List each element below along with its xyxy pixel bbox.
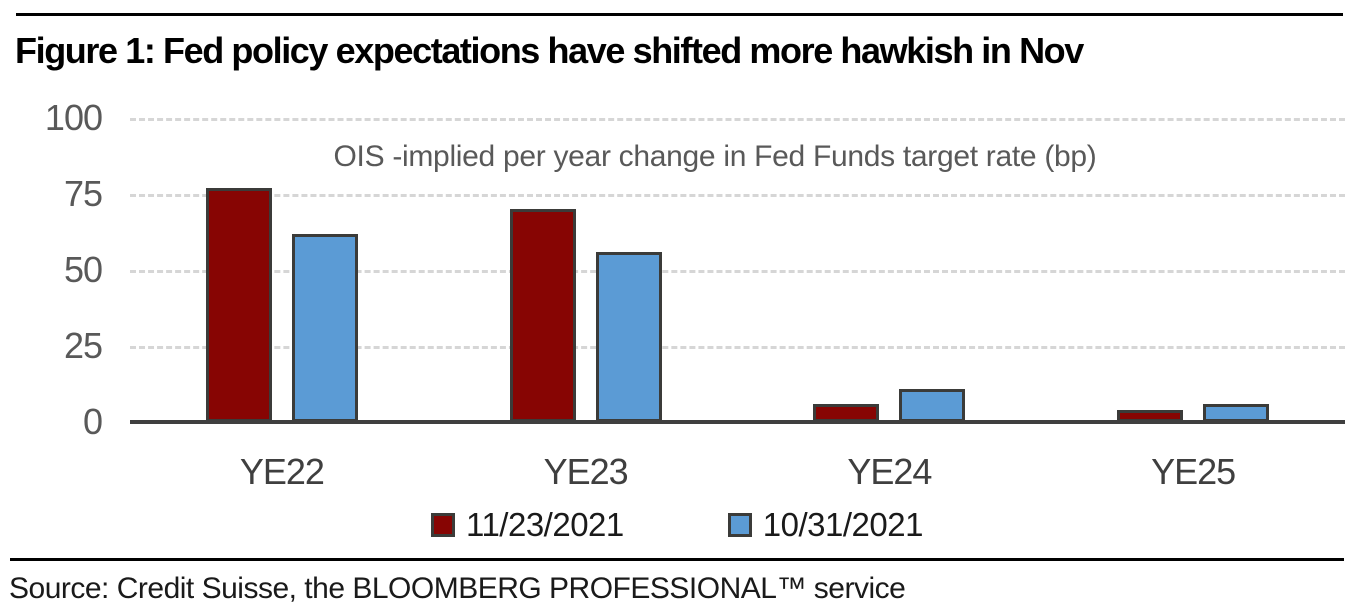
legend-label-11-23-2021: 11/23/2021 bbox=[466, 506, 624, 543]
bar-group-ye23 bbox=[434, 118, 738, 422]
bar-group-ye25 bbox=[1041, 118, 1345, 422]
bar-group-ye22 bbox=[130, 118, 434, 422]
bar-group-ye24 bbox=[738, 118, 1042, 422]
legend-swatch-icon-11-23-2021 bbox=[431, 513, 456, 537]
legend-label-10-31-2021: 10/31/2021 bbox=[762, 506, 924, 543]
legend-swatch-icon-10-31-2021 bbox=[727, 513, 752, 537]
x-axis-label-ye23: YE23 bbox=[543, 451, 629, 492]
legend-item-10-31-2021: 10/31/2021 bbox=[727, 506, 924, 544]
y-axis: 0 25 50 75 100 bbox=[0, 97, 103, 442]
y-axis-tick-label-75: 75 bbox=[63, 173, 103, 214]
bar-ye23-11-23-2021 bbox=[509, 209, 576, 422]
plot-area bbox=[130, 118, 1345, 424]
x-axis-label-ye24: YE24 bbox=[847, 451, 932, 492]
figure-title: Figure 1: Fed policy expectations have s… bbox=[15, 30, 1084, 71]
gridline-75 bbox=[130, 194, 1345, 197]
x-axis-label-ye22: YE22 bbox=[239, 451, 325, 492]
top-rule bbox=[16, 13, 1343, 16]
y-axis-tick-label-25: 25 bbox=[63, 325, 103, 366]
chart-subtitle: OIS -implied per year change in Fed Fund… bbox=[333, 140, 1097, 173]
y-axis-tick-label-50: 50 bbox=[63, 249, 103, 290]
gridline-100 bbox=[130, 118, 1345, 121]
bar-ye22-11-23-2021 bbox=[205, 188, 272, 422]
gridline-50 bbox=[130, 270, 1345, 273]
bar-ye22-10-31-2021 bbox=[291, 234, 358, 422]
y-axis-tick-label-0: 0 bbox=[82, 401, 103, 442]
x-axis-label-ye25: YE25 bbox=[1151, 451, 1236, 492]
x-axis-line bbox=[130, 420, 1345, 424]
x-axis-labels: YE22 YE23 YE24 YE25 bbox=[130, 451, 1345, 493]
legend: 11/23/2021 10/31/2021 bbox=[0, 506, 1354, 544]
bar-ye23-10-31-2021 bbox=[595, 252, 662, 422]
gridline-25 bbox=[130, 346, 1345, 349]
bar-ye24-10-31-2021 bbox=[899, 389, 966, 422]
bottom-rule bbox=[10, 558, 1344, 561]
y-axis-tick-label-100: 100 bbox=[44, 97, 103, 138]
source-note: Source: Credit Suisse, the BLOOMBERG PRO… bbox=[9, 572, 906, 605]
legend-item-11-23-2021: 11/23/2021 bbox=[431, 506, 624, 544]
